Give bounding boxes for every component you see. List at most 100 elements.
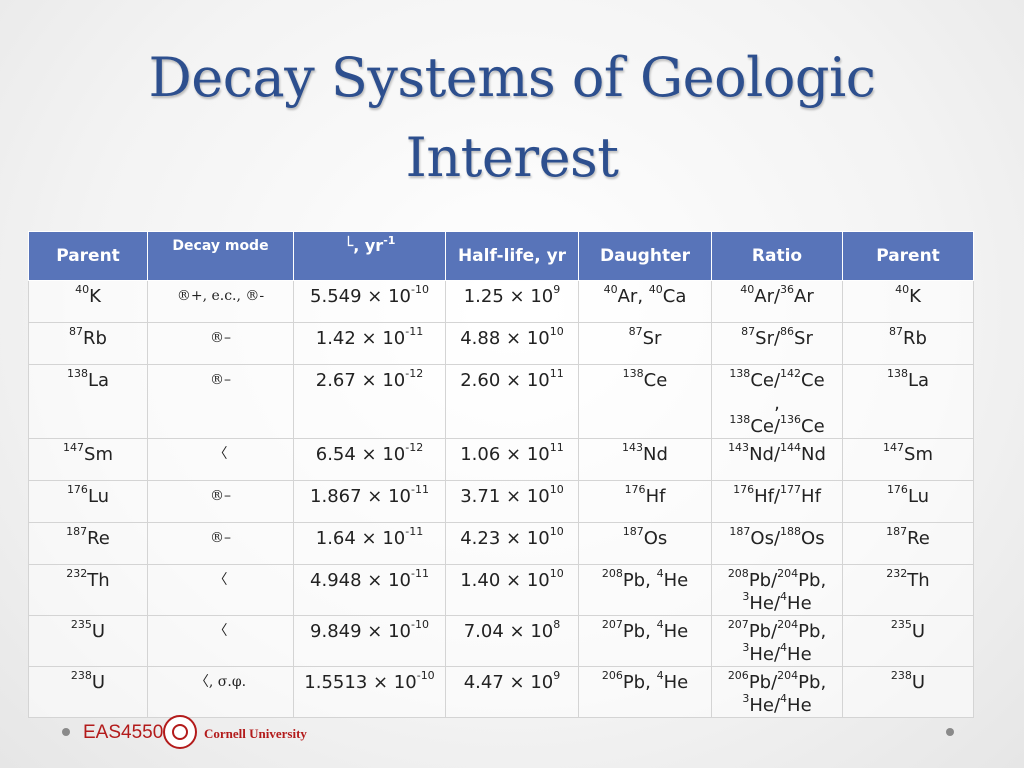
half-life-base: 4.88 × 10 — [460, 328, 550, 349]
ratio-isotope-text: Ce — [801, 416, 825, 437]
ratio-isotope-sup: 4 — [780, 692, 788, 705]
cell-parent-2: 138La — [842, 364, 974, 439]
ratio-isotope-text: He/ — [749, 644, 781, 665]
table-row: 232Th 〈 4.948 × 10-11 1.40 × 1010 208Pb, 4He… — [28, 564, 974, 616]
parent2-isotope-text: Sm — [904, 444, 933, 465]
table-row: 138La ®– 2.67 × 10-12 2.60 × 1011 138Ce 138Ce… — [28, 364, 974, 439]
cell-ratio: 206Pb/204Pb, 3He/4He — [711, 666, 843, 718]
lambda-base: 1.867 × 10 — [310, 486, 411, 507]
cell-ratio: 143Nd/144Nd — [711, 438, 843, 481]
cell-lambda: 6.54 × 10-12 — [293, 438, 446, 481]
header-parent-2: Parent — [842, 231, 974, 281]
table-row: 40K ®+, e.c., ®- 5.549 × 10-10 1.25 × 109 40… — [28, 280, 974, 323]
cell-parent-2: 87Rb — [842, 322, 974, 365]
daughter-isotope-sup: 206 — [601, 669, 623, 682]
cell-decay-mode: 〈 — [147, 438, 294, 481]
parent-isotope-text: La — [87, 370, 110, 391]
parent-isotope-text: Sm — [84, 444, 113, 465]
lambda-base: 4.948 × 10 — [310, 570, 411, 591]
cell-parent: 235U — [28, 615, 148, 667]
cell-parent: 147Sm — [28, 438, 148, 481]
ratio-isotope-text: Ce/ — [750, 370, 781, 391]
ratio-isotope-sup: 187 — [729, 525, 751, 538]
half-life-exp: 8 — [553, 618, 561, 631]
parent-isotope-text: U — [91, 672, 106, 693]
half-life-base: 1.06 × 10 — [460, 444, 550, 465]
ratio-isotope-sup: 188 — [780, 525, 802, 538]
lambda-base: 1.64 × 10 — [315, 528, 406, 549]
half-life-base: 4.47 × 10 — [463, 672, 554, 693]
cell-half-life: 4.88 × 1010 — [445, 322, 579, 365]
ratio-isotope-sup: 4 — [780, 641, 788, 654]
ratio-isotope-text: Pb, — [798, 570, 827, 591]
ratio-isotope-sup: 177 — [780, 483, 802, 496]
table-row: 147Sm 〈 6.54 × 10-12 1.06 × 1011 143Nd 143Nd/… — [28, 438, 974, 481]
parent-isotope-sup: 176 — [66, 483, 88, 496]
parent-isotope-sup: 235 — [70, 618, 92, 631]
ratio-isotope-sup: 144 — [780, 441, 802, 454]
cell-ratio: 138Ce/142Ce, 138Ce/136Ce — [711, 364, 843, 439]
lambda-base: 9.849 × 10 — [310, 621, 411, 642]
cell-lambda: 1.64 × 10-11 — [293, 522, 446, 565]
ratio-isotope-text: He/ — [749, 695, 781, 716]
ratio-isotope-sup: 204 — [777, 567, 799, 580]
daughter-isotope-sup: 40 — [648, 283, 663, 296]
daughter-isotope-text: Ar, — [617, 286, 649, 307]
lambda-exp: -12 — [405, 441, 424, 454]
cell-ratio: 40Ar/36Ar — [711, 280, 843, 323]
table-row: 235U 〈 9.849 × 10-10 7.04 × 108 207Pb, 4He 20… — [28, 615, 974, 667]
daughter-isotope-text: Ca — [662, 286, 687, 307]
ratio-isotope-text: He — [787, 695, 812, 716]
ratio-isotope-text: Pb, — [798, 621, 827, 642]
half-life-base: 1.25 × 10 — [463, 286, 554, 307]
cell-daughter: 207Pb, 4He — [578, 615, 712, 667]
header-ratio: Ratio — [711, 231, 843, 281]
ratio-isotope-text: Pb/ — [748, 621, 778, 642]
ratio-isotope-text: He — [787, 593, 812, 614]
daughter-isotope-text: He — [663, 672, 689, 693]
ratio-line: 143Nd/144Nd — [714, 441, 840, 466]
ratio-line: 187Os/188Os — [714, 525, 840, 550]
table-row: 87Rb ®– 1.42 × 10-11 4.88 × 1010 87Sr 87Sr/86… — [28, 322, 974, 365]
ratio-isotope-sup: 87 — [741, 325, 756, 338]
ratio-isotope-sup: 4 — [780, 590, 788, 603]
half-life-base: 3.71 × 10 — [460, 486, 550, 507]
ratio-isotope-text: , — [774, 393, 780, 414]
cell-decay-mode: 〈 — [147, 615, 294, 667]
ratio-line: 3He/4He — [714, 641, 840, 666]
cell-lambda: 2.67 × 10-12 — [293, 364, 446, 439]
daughter-isotope-sup: 207 — [601, 618, 623, 631]
parent2-isotope-sup: 238 — [890, 669, 912, 682]
daughter-isotope-text: Os — [643, 528, 668, 549]
parent-isotope-sup: 138 — [66, 367, 88, 380]
daughter-isotope-text: Sr — [642, 328, 662, 349]
ratio-line: 138Ce/142Ce — [714, 368, 840, 392]
parent2-isotope-sup: 138 — [886, 367, 908, 380]
table-body: 40K ®+, e.c., ®- 5.549 × 10-10 1.25 × 109 40… — [28, 280, 974, 718]
ratio-isotope-text: Pb, — [798, 672, 827, 693]
lambda-base: 1.5513 × 10 — [304, 672, 417, 693]
cell-daughter: 206Pb, 4He — [578, 666, 712, 718]
parent2-isotope-text: La — [907, 370, 930, 391]
ratio-isotope-text: Pb/ — [748, 672, 778, 693]
ratio-isotope-text: Hf/ — [754, 486, 781, 507]
cell-decay-mode: ®+, e.c., ®- — [147, 280, 294, 323]
half-life-base: 1.40 × 10 — [460, 570, 550, 591]
cell-parent: 87Rb — [28, 322, 148, 365]
daughter-isotope-sup: 138 — [622, 367, 644, 380]
cell-daughter: 143Nd — [578, 438, 712, 481]
cell-lambda: 9.849 × 10-10 — [293, 615, 446, 667]
cell-parent-2: 176Lu — [842, 480, 974, 523]
cell-parent: 40K — [28, 280, 148, 323]
ratio-isotope-text: Nd — [801, 444, 826, 465]
cell-half-life: 4.23 × 1010 — [445, 522, 579, 565]
lambda-base: 5.549 × 10 — [310, 286, 411, 307]
daughter-isotope-text: He — [663, 621, 689, 642]
parent-isotope-text: K — [89, 286, 101, 307]
ratio-isotope-sup: 176 — [733, 483, 755, 496]
parent-isotope-text: U — [91, 621, 106, 642]
cell-decay-mode: 〈 — [147, 564, 294, 616]
cell-decay-mode: 〈, σ.φ. — [147, 666, 294, 718]
cell-ratio: 208Pb/204Pb, 3He/4He — [711, 564, 843, 616]
ratio-line: 176Hf/177Hf — [714, 483, 840, 508]
